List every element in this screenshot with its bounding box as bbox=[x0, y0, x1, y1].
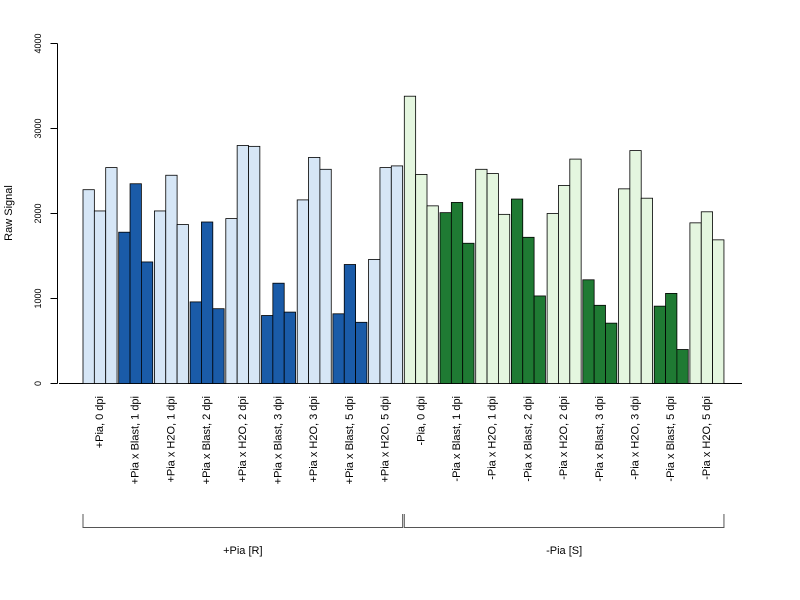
bar bbox=[261, 315, 274, 384]
y-axis: 0 1000 2000 3000 4000 bbox=[33, 33, 58, 386]
bar bbox=[640, 197, 653, 384]
group-label: -Pia [S] bbox=[546, 545, 582, 557]
bar bbox=[201, 221, 214, 384]
bar bbox=[140, 261, 154, 384]
bar bbox=[569, 158, 582, 384]
bar bbox=[248, 145, 261, 384]
bar bbox=[439, 212, 452, 384]
bar bbox=[176, 224, 189, 384]
x-category-label: +Pia x Blast, 2 dpi bbox=[201, 396, 213, 484]
group-label: +Pia [R] bbox=[223, 545, 262, 557]
bar bbox=[510, 198, 524, 384]
x-category-label: +Pia x Blast, 3 dpi bbox=[273, 396, 285, 484]
group-bracket bbox=[403, 514, 725, 528]
bar bbox=[343, 264, 357, 384]
bar bbox=[629, 150, 642, 384]
group-bracket bbox=[82, 514, 404, 528]
bar bbox=[546, 213, 559, 384]
bar bbox=[153, 210, 167, 384]
x-category-label: -Pia x Blast, 3 dpi bbox=[594, 396, 606, 482]
bar bbox=[426, 205, 439, 384]
y-tick-label: 3000 bbox=[33, 118, 43, 138]
bar bbox=[403, 95, 417, 384]
bar bbox=[653, 305, 666, 384]
y-tick-label: 2000 bbox=[33, 203, 43, 223]
bar bbox=[558, 185, 571, 384]
group-brackets: +Pia [R] -Pia [S] bbox=[82, 514, 725, 557]
x-category-label: +Pia x H2O, 2 dpi bbox=[237, 396, 249, 483]
bar bbox=[533, 295, 546, 384]
x-category-label: +Pia x Blast, 5 dpi bbox=[344, 396, 356, 484]
bar bbox=[296, 199, 309, 384]
y-tick-label: 1000 bbox=[33, 288, 43, 308]
x-category-label: -Pia x H2O, 1 dpi bbox=[487, 396, 499, 480]
bar bbox=[522, 236, 535, 384]
bar bbox=[486, 173, 499, 384]
bar bbox=[212, 308, 225, 384]
bar bbox=[450, 202, 464, 384]
x-category-label: +Pia, 0 dpi bbox=[94, 396, 106, 448]
bar bbox=[355, 321, 368, 384]
y-axis-title: Raw Signal bbox=[3, 185, 15, 241]
bar bbox=[82, 189, 95, 384]
bar bbox=[689, 222, 702, 384]
bar bbox=[332, 313, 345, 384]
x-category-label: -Pia x H2O, 5 dpi bbox=[701, 396, 713, 480]
bar bbox=[319, 168, 332, 384]
bar bbox=[93, 210, 107, 384]
bar bbox=[618, 188, 631, 384]
bar bbox=[118, 231, 131, 384]
bar bbox=[582, 279, 595, 384]
bar bbox=[462, 242, 475, 384]
bar bbox=[225, 218, 238, 384]
bar bbox=[475, 168, 488, 384]
bar bbox=[129, 183, 142, 384]
x-category-label: -Pia x H2O, 3 dpi bbox=[630, 396, 642, 480]
bar bbox=[700, 211, 714, 384]
bar bbox=[368, 258, 381, 384]
bar bbox=[605, 322, 618, 384]
bar bbox=[676, 349, 689, 384]
x-category-label: +Pia x H2O, 1 dpi bbox=[165, 396, 177, 483]
bar bbox=[415, 173, 428, 384]
bars bbox=[82, 95, 725, 384]
y-tick-label: 4000 bbox=[33, 33, 43, 53]
bar bbox=[593, 304, 606, 384]
x-category-label: +Pia x H2O, 5 dpi bbox=[380, 396, 392, 483]
bar bbox=[105, 167, 118, 384]
bar bbox=[712, 239, 725, 384]
bar bbox=[189, 301, 202, 384]
bar bbox=[390, 165, 404, 384]
x-category-label: -Pia x Blast, 1 dpi bbox=[451, 396, 463, 482]
bar bbox=[165, 174, 178, 384]
category-labels: +Pia, 0 dpi +Pia x Blast, 1 dpi +Pia x H2O… bbox=[94, 396, 713, 484]
bar bbox=[665, 292, 678, 384]
x-category-label: +Pia x Blast, 1 dpi bbox=[130, 396, 142, 484]
bar bbox=[308, 156, 321, 384]
x-category-label: -Pia x H2O, 2 dpi bbox=[558, 396, 570, 480]
bar bbox=[283, 311, 296, 384]
x-category-label: -Pia x Blast, 2 dpi bbox=[522, 396, 534, 482]
bar bbox=[236, 145, 249, 384]
y-tick-label: 0 bbox=[33, 381, 43, 386]
x-category-label: -Pia, 0 dpi bbox=[415, 396, 427, 446]
x-category-label: +Pia x H2O, 3 dpi bbox=[308, 396, 320, 483]
bar bbox=[379, 167, 392, 384]
bar bbox=[497, 213, 511, 384]
x-category-label: -Pia x Blast, 5 dpi bbox=[665, 396, 677, 482]
bar bbox=[272, 282, 285, 384]
